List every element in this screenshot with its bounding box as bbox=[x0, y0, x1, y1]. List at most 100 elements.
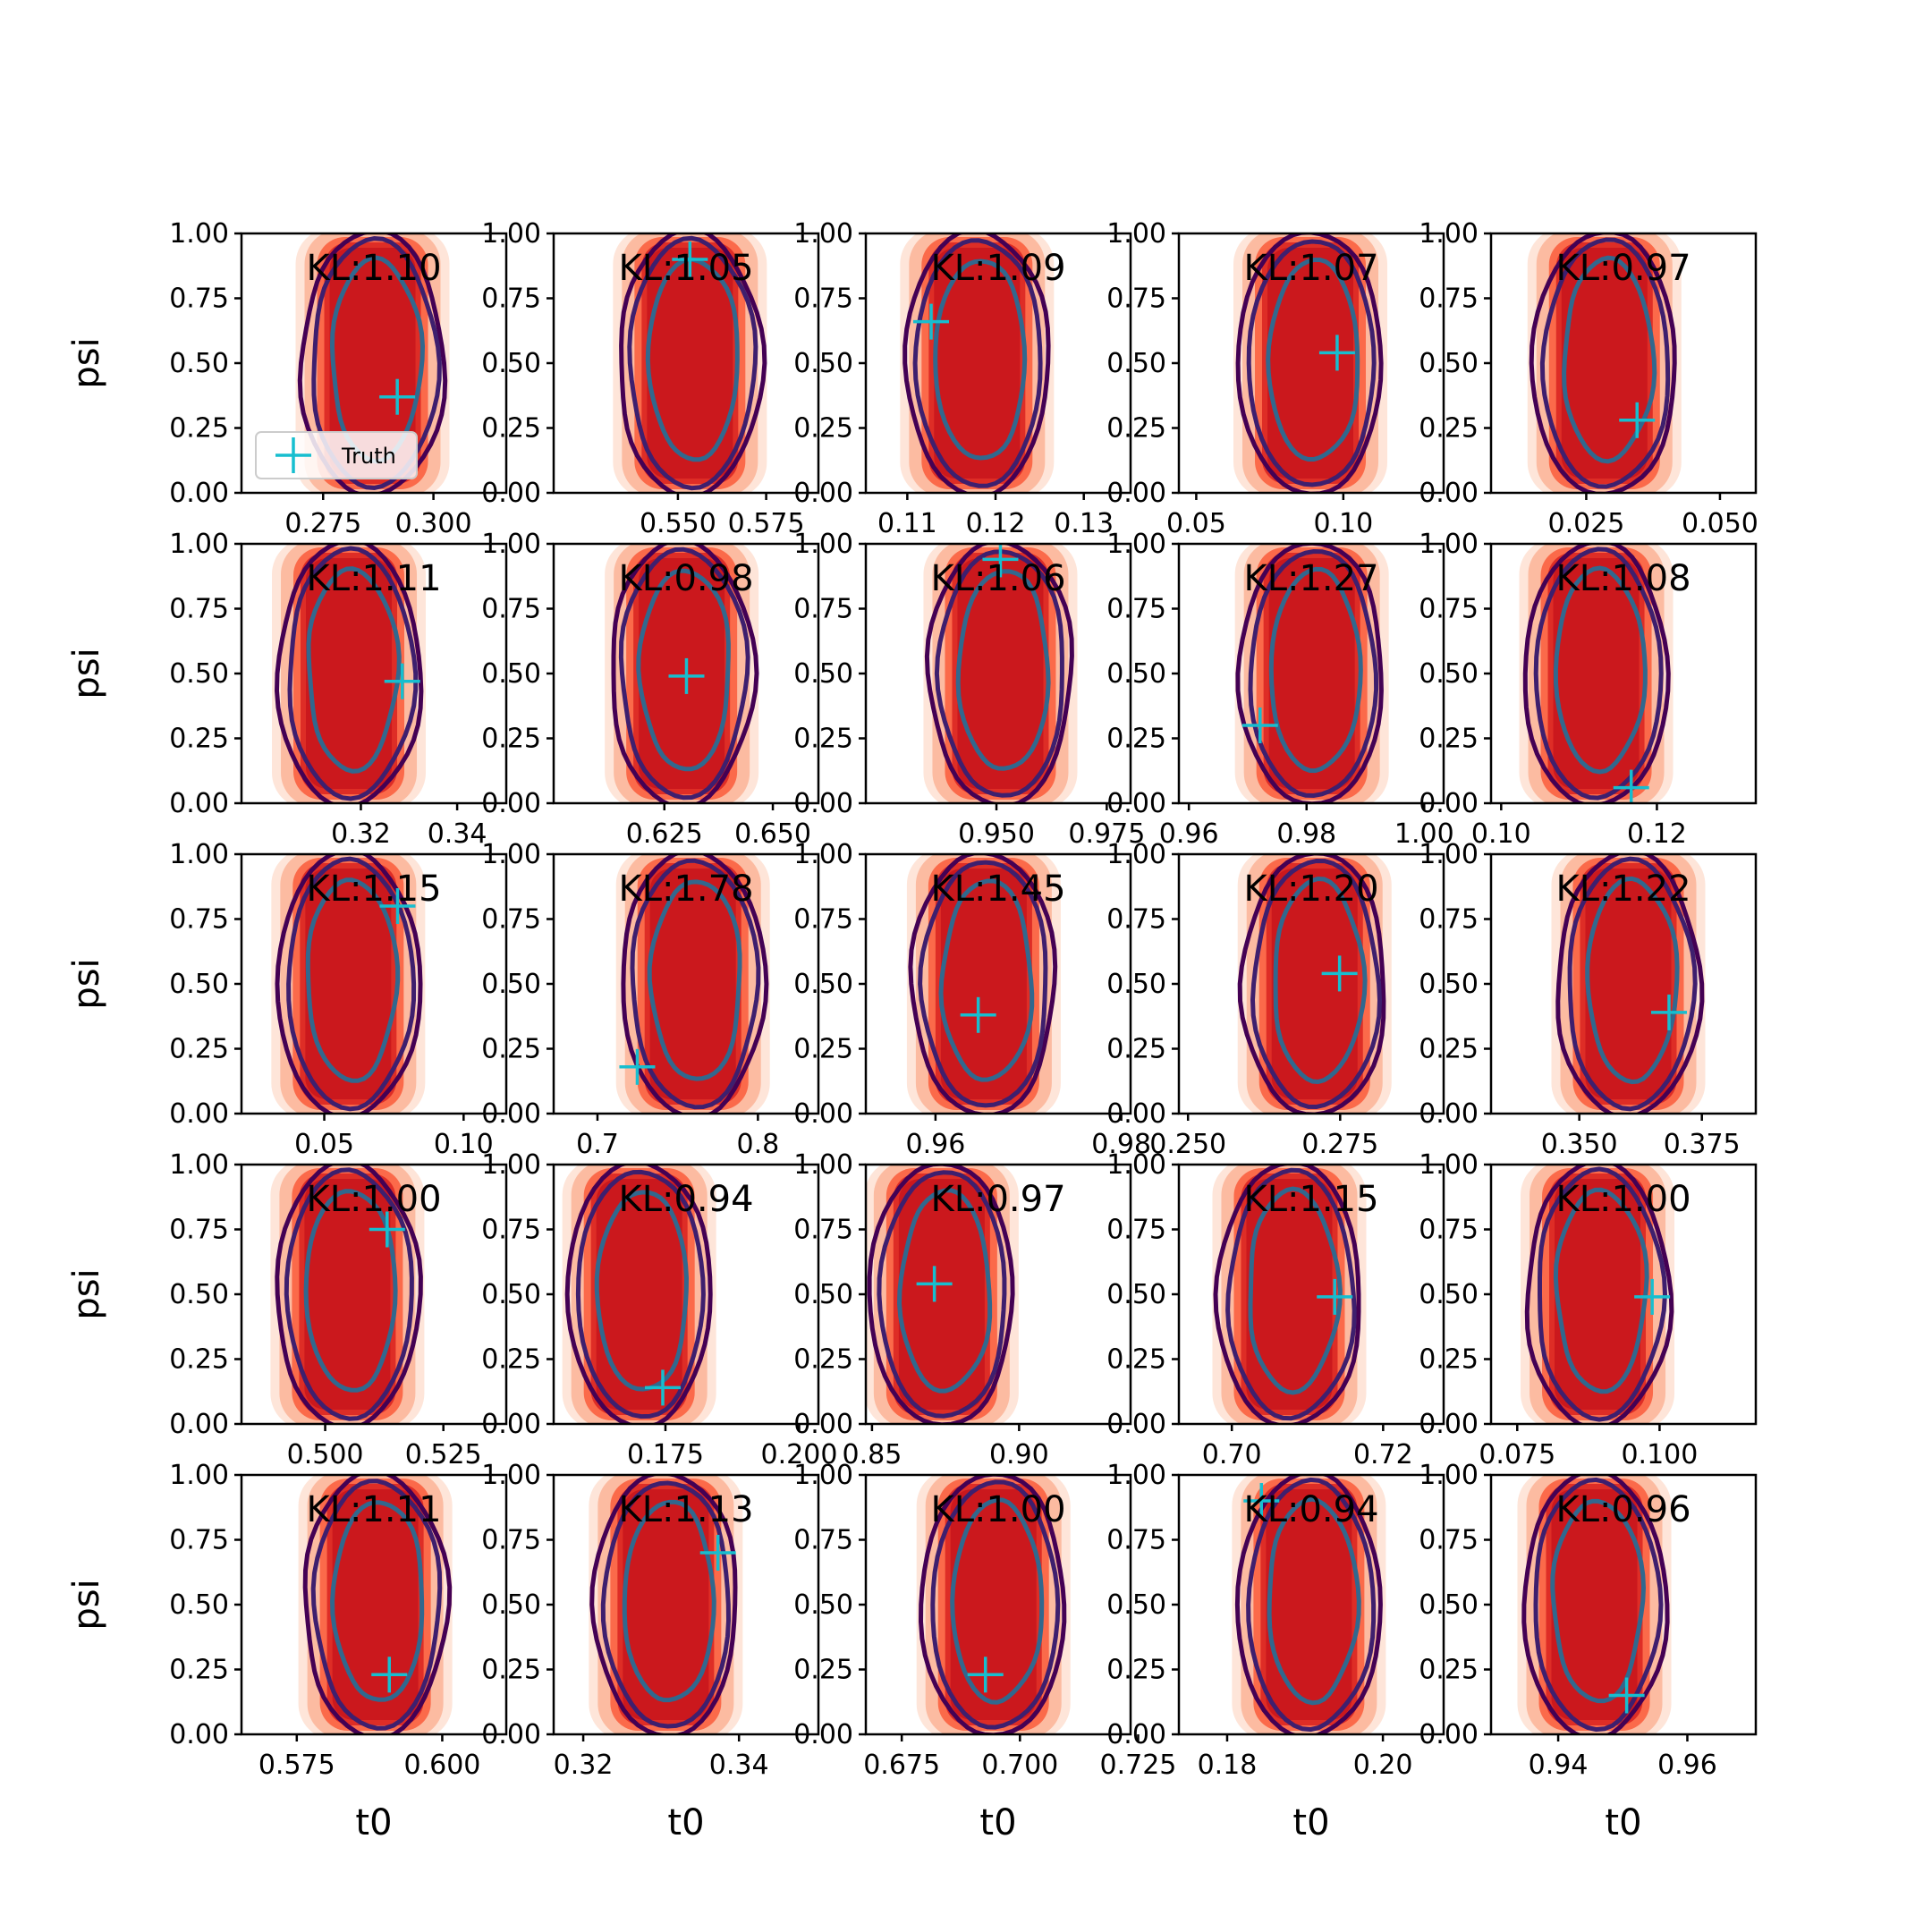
contour-outer bbox=[621, 854, 769, 1114]
contour-middle bbox=[1246, 1477, 1377, 1733]
y-tick-label: 0.50 bbox=[793, 348, 853, 379]
truth-marker bbox=[699, 1535, 736, 1571]
subplot-0-0: 0.00 0.25 0.50 0.75 1.00 0.275 0.300 KL:1.10 psi… bbox=[66, 218, 508, 539]
y-tick-label: 0.00 bbox=[1106, 1409, 1166, 1440]
density-layer bbox=[589, 1475, 743, 1734]
truth-marker bbox=[960, 996, 996, 1033]
y-tick-label: 0.00 bbox=[793, 1409, 853, 1440]
x-tick-label: 0.11 bbox=[877, 508, 937, 539]
y-tick-label: 0.50 bbox=[793, 1589, 853, 1621]
x-tick-label: 0.200 bbox=[761, 1439, 838, 1470]
y-tick-label: 0.25 bbox=[793, 1344, 853, 1376]
y-tick-label: 0.00 bbox=[1419, 478, 1479, 509]
density-band-4 bbox=[1267, 248, 1354, 479]
x-tick-label: 0.98 bbox=[1276, 818, 1336, 850]
density-band-4 bbox=[304, 1179, 391, 1410]
truth-marker bbox=[371, 1657, 408, 1693]
y-tick-label: 1.00 bbox=[1106, 218, 1166, 250]
x-tick-label: 0.975 bbox=[1068, 818, 1145, 850]
x-tick-label: 0.18 bbox=[1198, 1750, 1258, 1781]
y-tick-label: 0.50 bbox=[1419, 1279, 1479, 1310]
y-tick-label: 0.75 bbox=[1419, 1525, 1479, 1556]
y-tick-label: 0.00 bbox=[481, 1409, 541, 1440]
y-tick-label: 0.50 bbox=[169, 1279, 229, 1310]
y-tick-label: 1.00 bbox=[1419, 1149, 1479, 1181]
contour-middle bbox=[918, 860, 1048, 1108]
y-tick-label: 0.50 bbox=[481, 348, 541, 379]
subplot-0-1: 0.00 0.25 0.50 0.75 1.00 0.550 0.575 KL:1.05 bbox=[481, 218, 820, 539]
y-tick-label: 0.00 bbox=[1419, 1409, 1479, 1440]
contour-outer bbox=[589, 1475, 738, 1734]
y-tick-label: 0.25 bbox=[793, 413, 853, 445]
y-tick-label: 0.00 bbox=[481, 1098, 541, 1130]
y-tick-label: 0.75 bbox=[1106, 284, 1166, 315]
x-axis-label: t0 bbox=[1605, 1802, 1641, 1843]
y-tick-label: 0.25 bbox=[481, 1034, 541, 1065]
contour-inner bbox=[933, 258, 1028, 461]
kl-label: KL:1.15 bbox=[1243, 1179, 1378, 1220]
y-tick-label: 0.00 bbox=[1106, 788, 1166, 819]
kl-label: KL:1.45 bbox=[930, 869, 1065, 910]
x-tick-label: 0.96 bbox=[1159, 818, 1219, 850]
y-tick-label: 0.00 bbox=[481, 1719, 541, 1750]
density-layer bbox=[1212, 1165, 1367, 1424]
y-tick-label: 0.75 bbox=[793, 904, 853, 936]
kl-label: KL:0.97 bbox=[930, 1179, 1065, 1220]
density-band-4 bbox=[596, 1179, 682, 1410]
y-tick-label: 0.25 bbox=[169, 1655, 229, 1686]
y-tick-label: 0.75 bbox=[1106, 1525, 1166, 1556]
y-tick-label: 0.00 bbox=[793, 478, 853, 509]
y-tick-label: 0.75 bbox=[793, 1525, 853, 1556]
y-tick-label: 0.50 bbox=[169, 348, 229, 379]
density-band-4 bbox=[1553, 558, 1640, 789]
y-tick-label: 0.50 bbox=[1419, 658, 1479, 690]
contour-outer bbox=[1555, 854, 1705, 1114]
subplot-2-4: 0.00 0.25 0.50 0.75 1.00 0.350 0.375 KL:1.22 bbox=[1419, 839, 1758, 1160]
y-tick-label: 0.25 bbox=[1419, 1655, 1479, 1686]
y-tick-label: 1.00 bbox=[169, 1460, 229, 1491]
x-tick-label: 0.575 bbox=[258, 1750, 335, 1781]
x-tick-label: 0.275 bbox=[1301, 1129, 1378, 1160]
density-layer bbox=[1517, 1475, 1672, 1734]
y-tick-label: 0.00 bbox=[1419, 1098, 1479, 1130]
y-tick-label: 1.00 bbox=[169, 839, 229, 870]
truth-marker bbox=[384, 663, 420, 699]
kl-label: KL:0.94 bbox=[618, 1179, 753, 1220]
contour-outer bbox=[1234, 1475, 1383, 1734]
contour-outer bbox=[275, 854, 423, 1114]
x-tick-label: 0.100 bbox=[1621, 1439, 1698, 1470]
contour-middle bbox=[284, 1167, 414, 1421]
kl-label: KL:1.00 bbox=[930, 1489, 1065, 1530]
y-tick-label: 0.50 bbox=[481, 1589, 541, 1621]
kl-label: KL:1.08 bbox=[1555, 558, 1690, 599]
y-tick-label: 0.00 bbox=[481, 478, 541, 509]
y-tick-label: 0.50 bbox=[169, 969, 229, 1000]
y-tick-label: 0.25 bbox=[169, 724, 229, 755]
x-tick-label: 0.700 bbox=[981, 1750, 1058, 1781]
truth-marker bbox=[379, 888, 416, 924]
subplot-0-3: 0.00 0.25 0.50 0.75 1.00 0.05 0.10 KL:1.07 bbox=[1106, 218, 1445, 539]
x-tick-label: 0.650 bbox=[734, 818, 811, 850]
truth-marker bbox=[1317, 1278, 1353, 1315]
truth-marker bbox=[1619, 402, 1656, 438]
truth-marker bbox=[1321, 955, 1358, 992]
y-tick-label: 0.25 bbox=[793, 1034, 853, 1065]
y-tick-label: 0.75 bbox=[481, 1215, 541, 1246]
y-tick-label: 0.50 bbox=[1106, 348, 1166, 379]
contour-inner bbox=[938, 878, 1035, 1082]
y-tick-label: 0.75 bbox=[169, 594, 229, 625]
y-tick-label: 1.00 bbox=[481, 529, 541, 560]
x-tick-label: 0.600 bbox=[403, 1750, 480, 1781]
density-band-4 bbox=[305, 869, 392, 1099]
subplot-grid: 0.00 0.25 0.50 0.75 1.00 0.275 0.300 KL:1.10 psi… bbox=[66, 218, 1758, 1843]
truth-marker bbox=[379, 378, 416, 415]
contour-middle bbox=[1538, 1166, 1668, 1422]
x-tick-label: 0.32 bbox=[554, 1750, 614, 1781]
x-tick-label: 0.05 bbox=[294, 1129, 354, 1160]
contour-outer bbox=[902, 233, 1051, 493]
subplot-4-4: 0.00 0.25 0.50 0.75 1.00 0.94 0.96 KL:0.96 t0 bbox=[1419, 1460, 1758, 1843]
x-tick-label: 0.725 bbox=[1100, 1750, 1177, 1781]
y-axis-label: psi bbox=[66, 958, 107, 1009]
contour-outer bbox=[611, 544, 759, 803]
density-layer bbox=[270, 1165, 425, 1424]
